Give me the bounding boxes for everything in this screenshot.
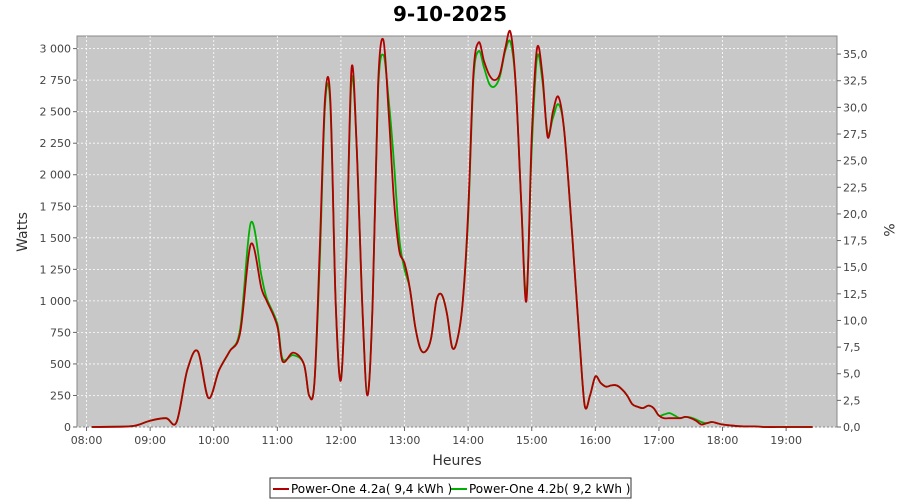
y-tick-label: 750 — [50, 326, 71, 339]
x-axis: 08:00 09:00 10:00 11:00 12:00 13:00 14:00 15:00… — [71, 427, 802, 447]
legend-box — [269, 477, 632, 499]
y2-tick-label: 20,0 — [843, 208, 868, 221]
y-tick-label: 250 — [50, 389, 71, 402]
y-tick-label: 1 250 — [40, 263, 72, 276]
y2-axis-label: % — [880, 223, 896, 236]
y-tick-label: 2 000 — [40, 169, 72, 182]
y-axis-label: Watts — [15, 212, 31, 252]
y2-tick-label: 10,0 — [843, 314, 868, 327]
legend: Power-One 4.2a( 9,4 kWh ) Power-One 4.2b… — [269, 477, 632, 499]
x-tick-label: 12:00 — [325, 434, 357, 447]
y-tick-label: 3 000 — [40, 43, 72, 56]
y-tick-label: 1 000 — [40, 295, 72, 308]
plot-area — [76, 35, 838, 428]
y2-tick-label: 2,5 — [843, 394, 861, 407]
x-tick-label: 08:00 — [71, 434, 103, 447]
y-tick-label: 500 — [50, 358, 71, 371]
y2-tick-label: 0,0 — [843, 421, 861, 434]
y-tick-label: 2 750 — [40, 74, 72, 87]
x-tick-label: 19:00 — [770, 434, 802, 447]
y-axis-left: 0 250 500 750 1 000 1 250 1 500 1 750 2 000 2 250… — [40, 43, 77, 434]
y2-tick-label: 30,0 — [843, 101, 868, 114]
x-tick-label: 10:00 — [198, 434, 230, 447]
x-tick-label: 15:00 — [516, 434, 548, 447]
legend-label-a: Power-One 4.2a( 9,4 kWh ) — [291, 482, 452, 496]
x-tick-label: 16:00 — [579, 434, 611, 447]
series-line-a — [91, 29, 813, 428]
y2-tick-label: 5,0 — [843, 368, 861, 381]
x-tick-label: 09:00 — [134, 434, 166, 447]
series-group — [91, 29, 813, 428]
y2-tick-label: 17,5 — [843, 235, 868, 248]
y2-tick-label: 15,0 — [843, 261, 868, 274]
x-tick-label: 18:00 — [707, 434, 739, 447]
y2-tick-label: 7,5 — [843, 341, 861, 354]
y2-tick-label: 25,0 — [843, 155, 868, 168]
y2-tick-label: 22,5 — [843, 181, 868, 194]
y-tick-label: 2 250 — [40, 137, 72, 150]
legend-label-b: Power-One 4.2b( 9,2 kWh ) — [469, 482, 630, 496]
grid — [77, 36, 837, 428]
y2-tick-label: 35,0 — [843, 48, 868, 61]
y2-tick-label: 12,5 — [843, 288, 868, 301]
y-tick-label: 0 — [64, 421, 71, 434]
x-tick-label: 11:00 — [261, 434, 293, 447]
y-tick-label: 1 750 — [40, 200, 72, 213]
chart-title: 9-10-2025 — [393, 2, 507, 26]
y-tick-label: 1 500 — [40, 232, 72, 245]
y2-tick-label: 32,5 — [843, 75, 868, 88]
y-axis-right: 0,0 2,5 5,0 7,5 10,0 12,5 15,0 17,5 20,0 22,5 25,0… — [837, 48, 868, 434]
y-tick-label: 2 500 — [40, 106, 72, 119]
y2-tick-label: 27,5 — [843, 128, 868, 141]
x-tick-label: 17:00 — [643, 434, 675, 447]
x-axis-label: Heures — [432, 453, 481, 469]
x-tick-label: 13:00 — [389, 434, 421, 447]
x-tick-label: 14:00 — [452, 434, 484, 447]
